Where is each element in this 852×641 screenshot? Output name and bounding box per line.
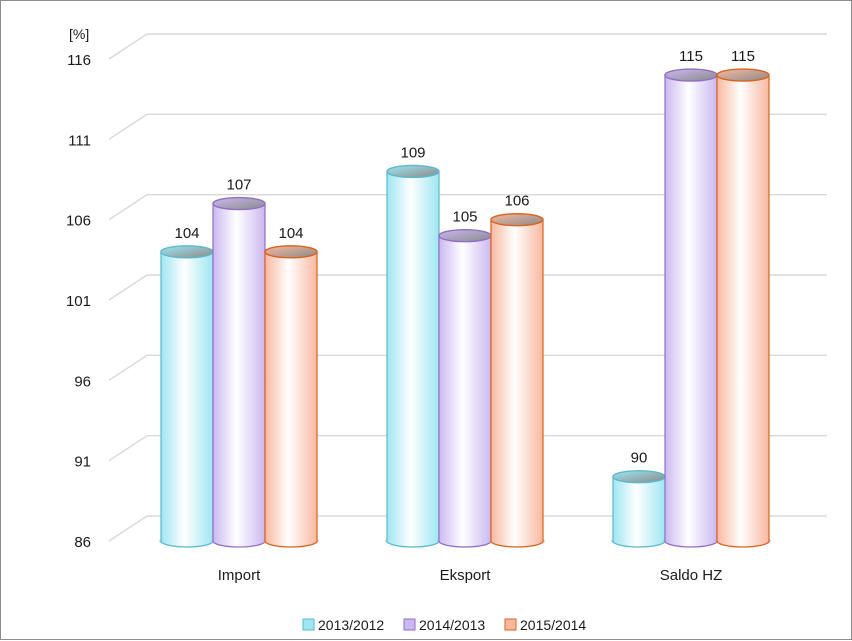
gridline-depth xyxy=(108,113,148,140)
y-tick-label: 116 xyxy=(67,52,91,69)
bar-2015/2014-Saldo HZ xyxy=(715,68,771,548)
y-tick-label: 106 xyxy=(66,213,91,230)
legend-label: 2013/2012 xyxy=(318,617,384,633)
y-tick-label: 111 xyxy=(68,132,91,149)
bar-top-cap xyxy=(386,164,440,179)
data-label: 90 xyxy=(631,450,648,467)
y-unit-label: [%] xyxy=(69,26,89,42)
bar-2013/2012-Saldo HZ xyxy=(611,470,667,548)
bar-2013/2012-Import xyxy=(159,245,215,548)
category-label: Eksport xyxy=(440,567,492,584)
data-label: 105 xyxy=(452,209,477,226)
bar-top-cap xyxy=(212,196,266,211)
y-tick-label: 101 xyxy=(66,293,91,310)
category-label: Saldo HZ xyxy=(660,567,723,584)
legend-swatch xyxy=(403,618,416,631)
legend-item: 2013/2012 xyxy=(302,617,384,633)
data-label: 115 xyxy=(731,48,755,65)
bar-body xyxy=(386,170,440,548)
legend-swatch xyxy=(504,618,517,631)
legend-label: 2014/2013 xyxy=(419,617,485,633)
y-tick-label: 91 xyxy=(74,454,91,471)
bar-2015/2014-Import xyxy=(263,245,319,548)
y-tick-label: 96 xyxy=(74,373,91,390)
gridline-depth xyxy=(108,274,148,301)
bar-2014/2013-Saldo HZ xyxy=(663,68,719,548)
bar-body xyxy=(716,74,770,548)
bar-body xyxy=(490,219,544,548)
bar-2014/2013-Import xyxy=(211,196,267,548)
bar-body xyxy=(438,235,492,548)
bar-body xyxy=(664,74,718,548)
data-label: 115 xyxy=(679,48,703,65)
data-label: 104 xyxy=(174,225,199,242)
bar-top-cap xyxy=(438,229,492,243)
bar-2014/2013-Eksport xyxy=(437,229,493,548)
data-label: 109 xyxy=(400,144,425,161)
legend-swatch xyxy=(302,618,315,631)
bar-top-cap xyxy=(490,212,544,227)
gridline-depth xyxy=(108,435,148,462)
data-label: 107 xyxy=(226,177,251,194)
bar-body xyxy=(160,251,214,548)
bar-top-cap xyxy=(664,68,718,82)
bar-2015/2014-Eksport xyxy=(489,212,545,548)
bar-body xyxy=(612,476,666,548)
bar-2013/2012-Eksport xyxy=(385,164,441,548)
y-tick-label: 86 xyxy=(74,534,91,551)
bar-body xyxy=(264,251,318,548)
bar-top-cap xyxy=(716,68,770,82)
gridline-depth xyxy=(108,354,148,381)
data-label: 104 xyxy=(278,225,303,242)
gridline-depth xyxy=(108,33,148,60)
legend-label: 2015/2014 xyxy=(520,617,586,633)
gridline-depth xyxy=(108,515,148,542)
gridline-depth xyxy=(108,194,148,221)
bar-top-cap xyxy=(612,470,666,484)
bar-body xyxy=(212,203,266,548)
legend-item: 2015/2014 xyxy=(504,617,586,633)
category-label: Import xyxy=(218,567,261,584)
bar-top-cap xyxy=(160,245,214,259)
data-label: 106 xyxy=(504,193,529,210)
bar-top-cap xyxy=(264,245,318,259)
legend-item: 2014/2013 xyxy=(403,617,485,633)
